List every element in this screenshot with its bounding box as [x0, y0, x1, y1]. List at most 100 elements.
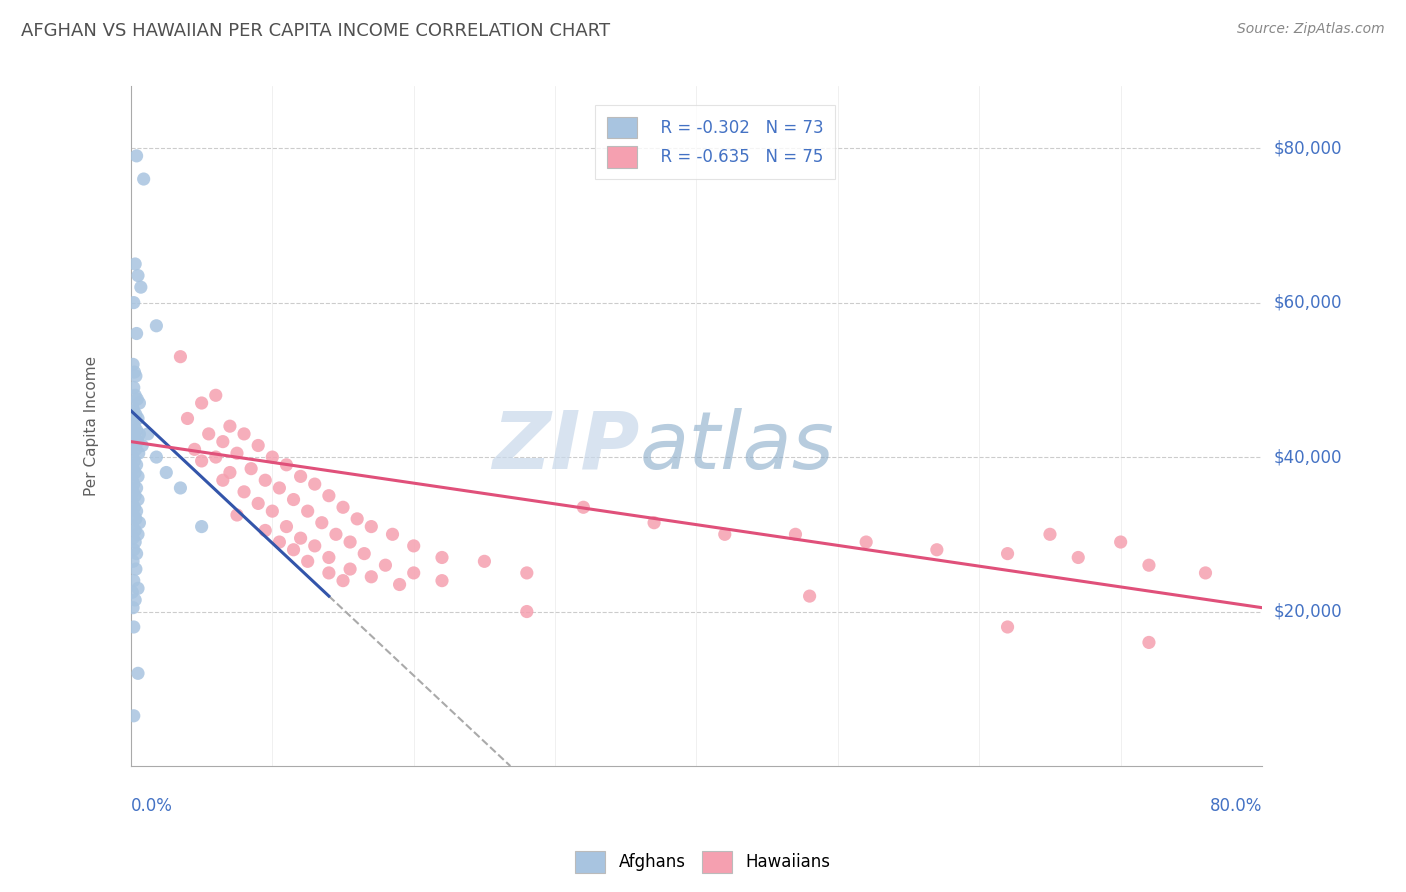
Point: [799, 589, 821, 603]
Text: 80.0%: 80.0%: [1209, 797, 1263, 814]
Point: [997, 620, 1019, 634]
Point: [127, 527, 149, 541]
Point: [1137, 635, 1160, 649]
Point: [128, 396, 150, 410]
Point: [127, 666, 149, 681]
Point: [127, 492, 149, 507]
Legend: Afghans, Hawaiians: Afghans, Hawaiians: [568, 845, 838, 880]
Point: [155, 466, 177, 480]
Point: [381, 527, 404, 541]
Point: [402, 566, 425, 580]
Point: [516, 605, 538, 619]
Point: [124, 593, 146, 607]
Point: [127, 469, 149, 483]
Point: [339, 535, 361, 549]
Point: [124, 419, 146, 434]
Point: [353, 547, 375, 561]
Point: [121, 415, 143, 429]
Point: [219, 419, 242, 434]
Point: [211, 473, 233, 487]
Point: [124, 454, 146, 468]
Point: [125, 423, 148, 437]
Point: [125, 481, 148, 495]
Point: [124, 431, 146, 445]
Point: [262, 504, 284, 518]
Text: Source: ZipAtlas.com: Source: ZipAtlas.com: [1237, 22, 1385, 37]
Point: [283, 542, 305, 557]
Point: [247, 438, 270, 452]
Point: [121, 434, 143, 449]
Point: [124, 489, 146, 503]
Point: [183, 442, 205, 457]
Point: [304, 539, 326, 553]
Point: [297, 504, 319, 518]
Point: [304, 477, 326, 491]
Point: [128, 516, 150, 530]
Point: [254, 473, 277, 487]
Point: [374, 558, 396, 573]
Point: [124, 500, 146, 515]
Point: [346, 512, 368, 526]
Text: 0.0%: 0.0%: [131, 797, 173, 814]
Point: [269, 481, 291, 495]
Point: [318, 489, 340, 503]
Point: [128, 446, 150, 460]
Point: [925, 542, 948, 557]
Point: [125, 408, 148, 422]
Point: [240, 461, 263, 475]
Point: [318, 550, 340, 565]
Point: [785, 527, 807, 541]
Point: [124, 365, 146, 379]
Point: [332, 574, 354, 588]
Point: [276, 519, 298, 533]
Point: [290, 469, 312, 483]
Point: [247, 496, 270, 510]
Text: $40,000: $40,000: [1274, 448, 1341, 467]
Point: [145, 318, 167, 333]
Point: [997, 547, 1019, 561]
Point: [121, 519, 143, 533]
Point: [125, 149, 148, 163]
Point: [233, 426, 256, 441]
Point: [190, 519, 212, 533]
Point: [124, 257, 146, 271]
Point: [318, 566, 340, 580]
Point: [127, 411, 149, 425]
Point: [474, 554, 496, 568]
Point: [122, 542, 145, 557]
Point: [124, 535, 146, 549]
Point: [132, 172, 155, 186]
Point: [125, 442, 148, 457]
Point: [290, 531, 312, 545]
Point: [122, 438, 145, 452]
Point: [125, 369, 148, 384]
Text: ZIP: ZIP: [492, 408, 640, 485]
Point: [121, 450, 143, 464]
Point: [325, 527, 347, 541]
Point: [643, 516, 665, 530]
Point: [124, 388, 146, 402]
Point: [276, 458, 298, 472]
Point: [122, 554, 145, 568]
Point: [127, 582, 149, 596]
Point: [122, 620, 145, 634]
Point: [190, 396, 212, 410]
Point: [430, 574, 453, 588]
Point: [122, 358, 145, 372]
Point: [122, 426, 145, 441]
Point: [121, 496, 143, 510]
Point: [122, 484, 145, 499]
Point: [122, 380, 145, 394]
Point: [128, 426, 150, 441]
Point: [855, 535, 877, 549]
Point: [125, 562, 148, 576]
Point: [122, 403, 145, 417]
Point: [388, 577, 411, 591]
Point: [122, 531, 145, 545]
Point: [1109, 535, 1132, 549]
Point: [122, 508, 145, 522]
Text: $60,000: $60,000: [1274, 293, 1341, 311]
Point: [332, 500, 354, 515]
Text: $80,000: $80,000: [1274, 139, 1341, 157]
Point: [1039, 527, 1062, 541]
